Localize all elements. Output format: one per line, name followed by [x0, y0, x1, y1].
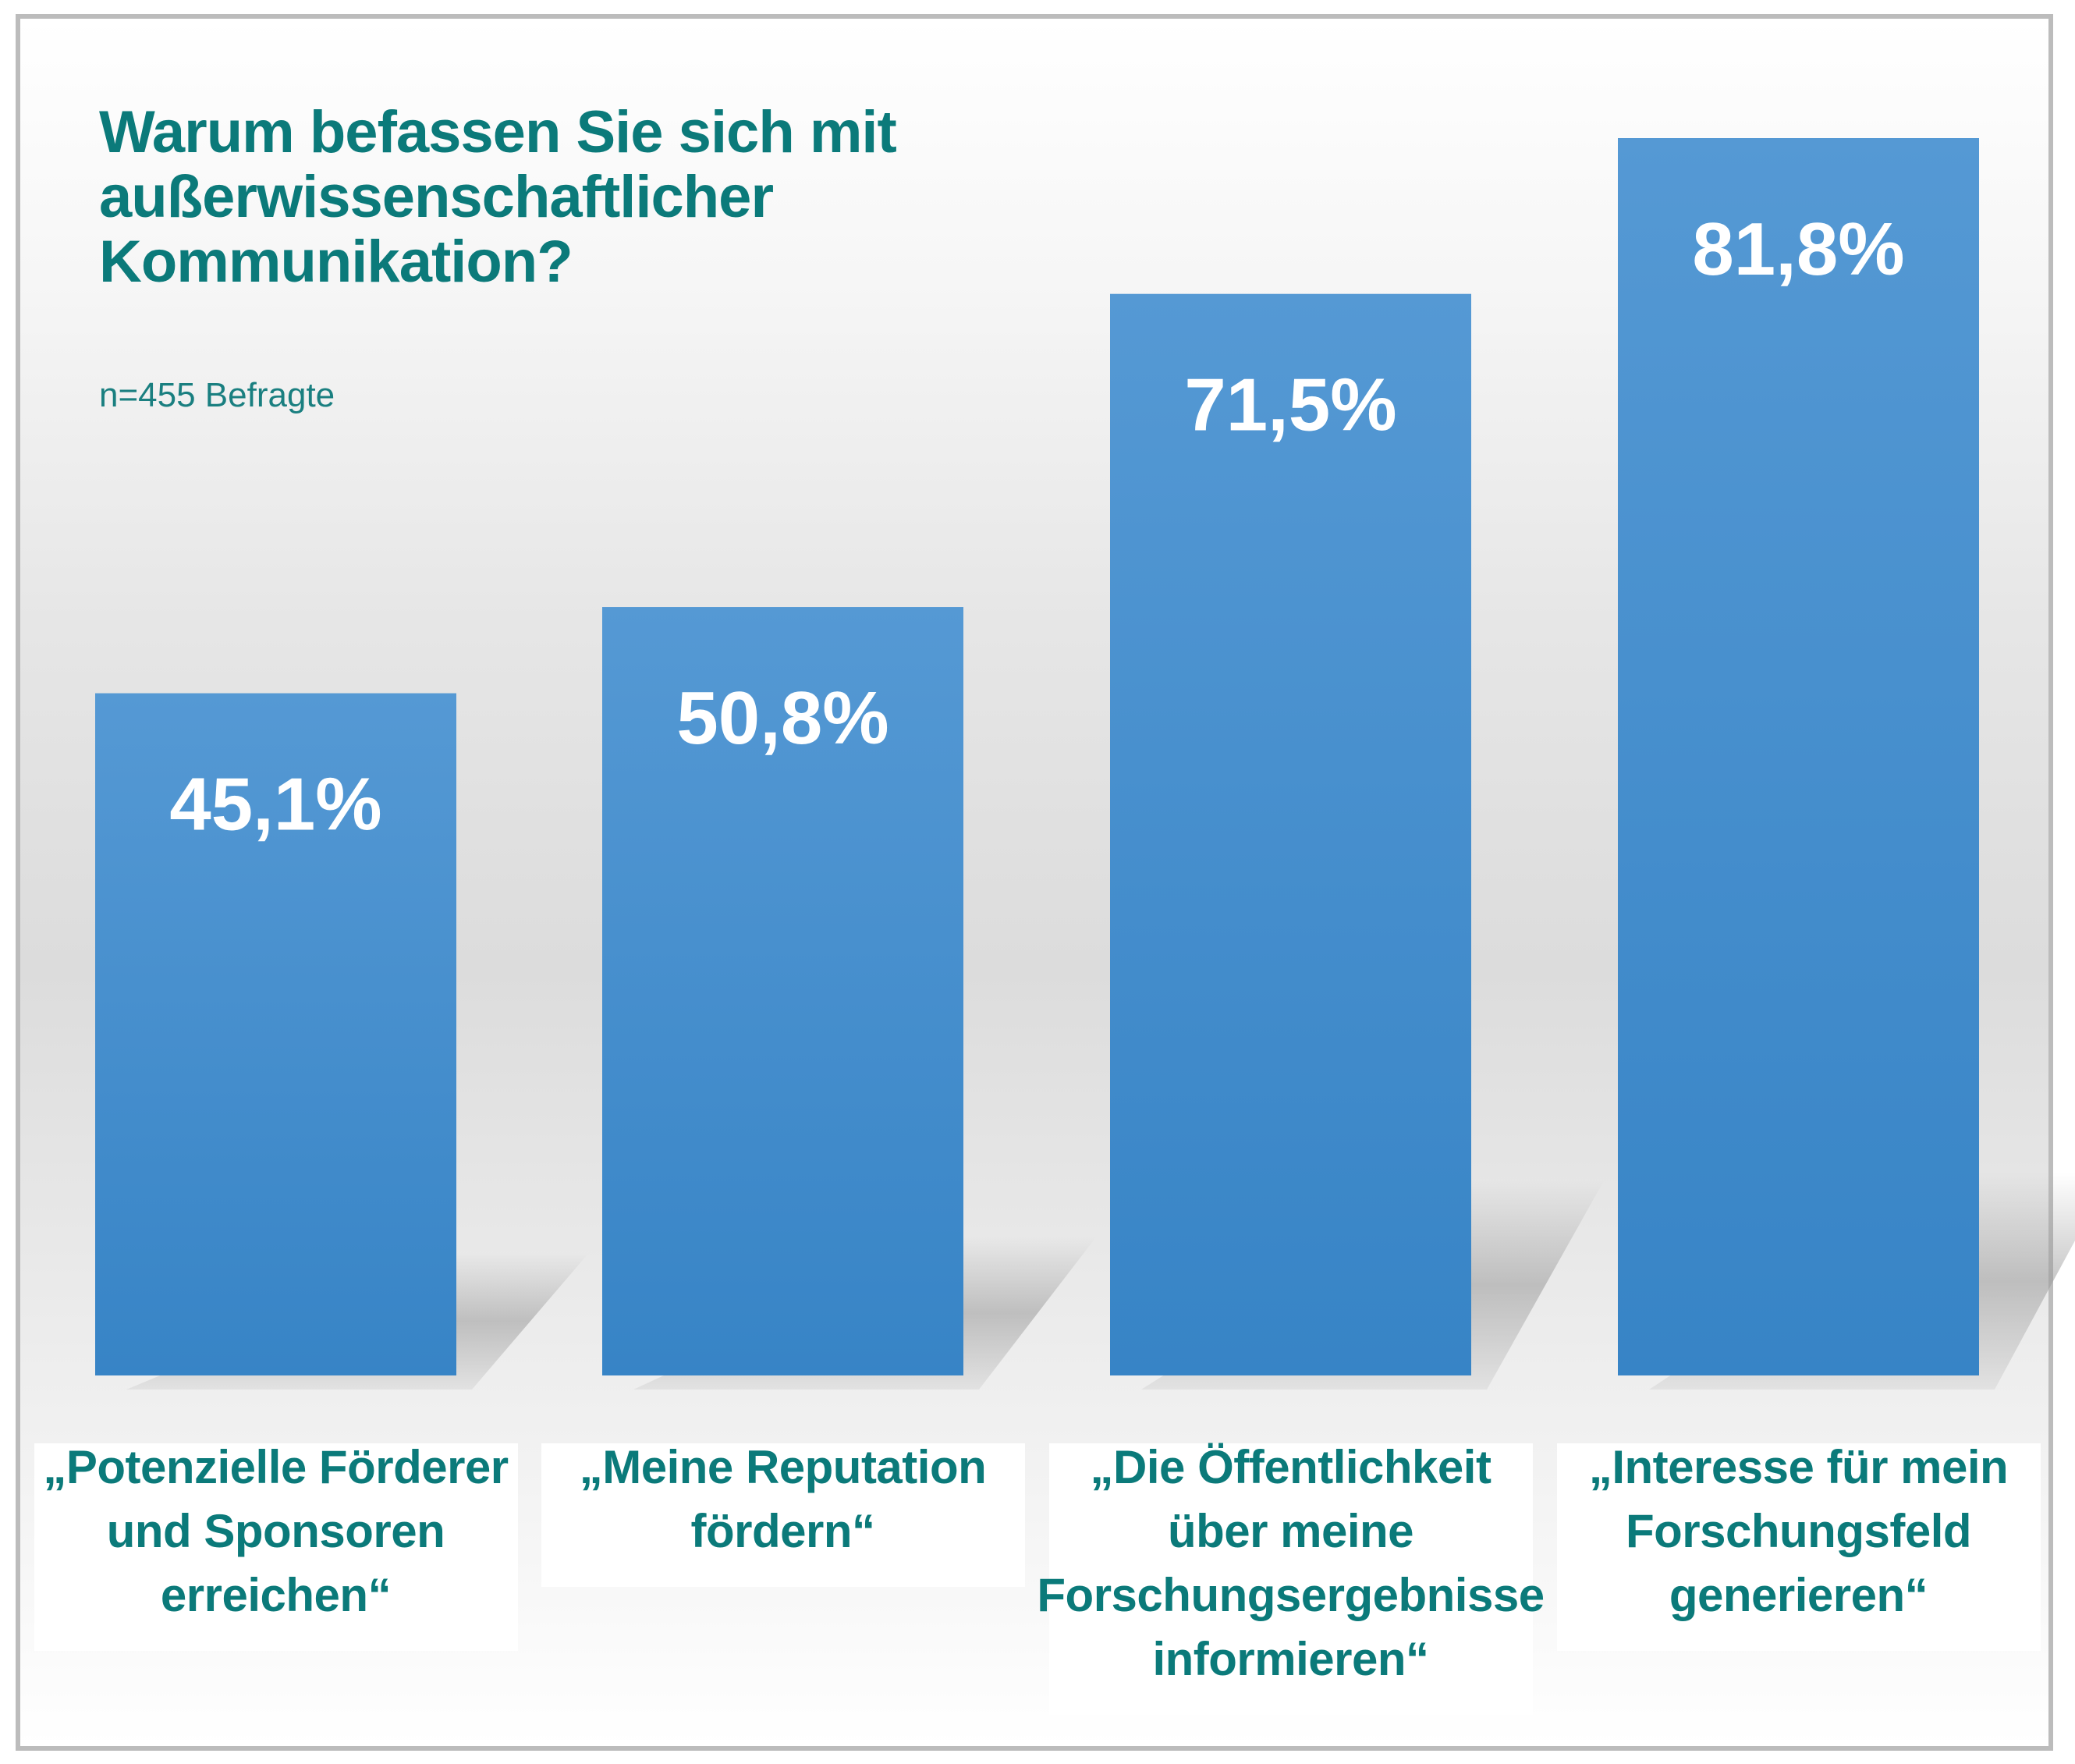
category-label-line: Forschungsfeld [1625, 1505, 1972, 1557]
bar-value-label: 50,8% [676, 676, 889, 760]
bar-value-label: 71,5% [1184, 364, 1396, 447]
bar [1618, 138, 1979, 1375]
chart-subtitle: n=455 Befragte [99, 376, 335, 414]
category-label-line: Forschungsergebnisse [1037, 1569, 1545, 1621]
category-label-line: informieren“ [1152, 1633, 1429, 1685]
chart-title-line: außerwissenschaftlicher [99, 164, 774, 230]
category-label-line: und Sponsoren [106, 1505, 445, 1557]
bar [1110, 293, 1471, 1376]
category-label-box [1048, 1443, 1533, 1715]
category-label: „Interesse für mein Forschungsfeld generie… [1487, 1436, 2075, 1627]
category-label: „Die Öffentlichkeit über meine Forschungse… [979, 1436, 1603, 1691]
chart-title: Warum befassen Sie sich mit außerwissens… [99, 99, 897, 295]
category-label-line: „Die Öffentlichkeit [1090, 1441, 1492, 1493]
bar-value-label: 81,8% [1692, 208, 1904, 291]
category-label: „Potenzielle Förderer und Sponsoren erreic… [0, 1436, 588, 1627]
category-label-line: erreichen“ [160, 1569, 392, 1621]
bar-value-label: 45,1% [169, 763, 381, 847]
category-label: „Meine Reputation fördern“ [471, 1436, 1095, 1563]
chart-title-line: Kommunikation? [99, 229, 573, 295]
category-label-line: fördern“ [690, 1505, 876, 1557]
category-label-line: generieren“ [1669, 1569, 1928, 1621]
category-label-line: „Meine Reputation [579, 1441, 987, 1493]
category-label-box [1556, 1443, 2041, 1651]
category-label-line: „Potenzielle Förderer [43, 1441, 509, 1493]
category-label-box [34, 1443, 518, 1651]
category-label-line: über meine [1167, 1505, 1414, 1557]
category-label-line: „Interesse für mein [1588, 1441, 2009, 1493]
bar [95, 693, 456, 1375]
bar [602, 607, 963, 1375]
category-label-box [541, 1443, 1025, 1587]
chart-title-line: Warum befassen Sie sich mit [99, 99, 897, 165]
